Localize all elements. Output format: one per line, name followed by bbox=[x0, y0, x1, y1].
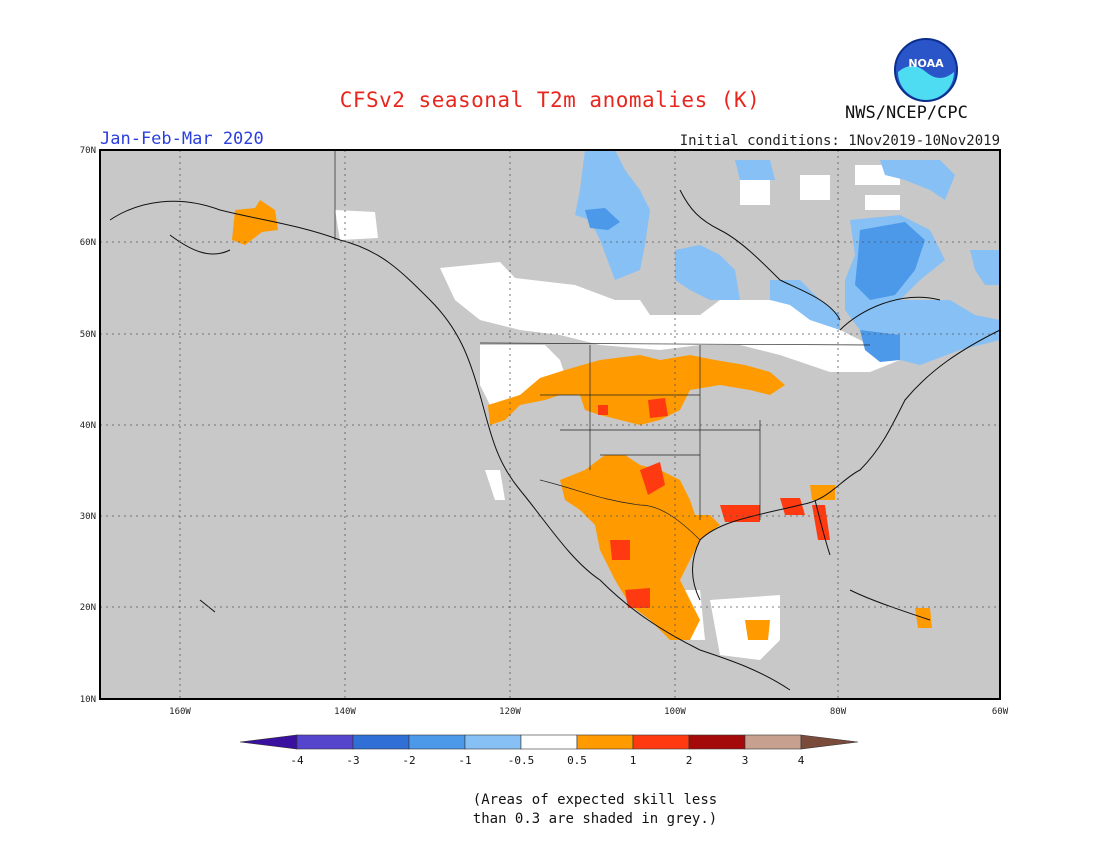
colorbar-label: 0.5 bbox=[567, 754, 587, 767]
lon-label: 100W bbox=[664, 707, 686, 717]
colorbar-arrow-low bbox=[239, 734, 298, 750]
colorbar: -4 -3 -2 -1 -0.5 0.5 1 2 3 4 bbox=[239, 734, 859, 767]
svg-text:NOAA: NOAA bbox=[908, 57, 944, 70]
below-normal-areas bbox=[575, 150, 1000, 365]
latitude-labels: 70N 60N 50N 40N 30N 20N 10N bbox=[80, 146, 96, 705]
lat-label: 10N bbox=[80, 695, 96, 705]
colorbar-label: 1 bbox=[630, 754, 637, 767]
above-normal-areas bbox=[232, 200, 932, 640]
colorbar-label: -4 bbox=[290, 754, 304, 767]
colorbar-swatch bbox=[408, 734, 466, 750]
colorbar-label: -1 bbox=[458, 754, 471, 767]
colorbar-label: 3 bbox=[742, 754, 749, 767]
footnote-line2: than 0.3 are shaded in grey.) bbox=[472, 811, 718, 827]
organization-label: NWS/NCEP/CPC bbox=[845, 103, 968, 123]
footnote-line1: (Areas of expected skill less bbox=[472, 792, 718, 808]
colorbar-swatch bbox=[744, 734, 802, 750]
lon-label: 160W bbox=[169, 707, 191, 717]
colorbar-label: -0.5 bbox=[508, 754, 535, 767]
colorbar-label: -2 bbox=[402, 754, 415, 767]
lat-label: 40N bbox=[80, 421, 96, 431]
colorbar-label: -3 bbox=[346, 754, 359, 767]
colorbar-swatch bbox=[576, 734, 634, 750]
lat-label: 20N bbox=[80, 603, 96, 613]
colorbar-arrow-high bbox=[800, 734, 859, 750]
graticule bbox=[100, 150, 1000, 699]
lon-label: 60W bbox=[992, 707, 1009, 717]
forecast-period: Jan-Feb-Mar 2020 bbox=[100, 129, 264, 149]
lon-label: 80W bbox=[830, 707, 847, 717]
colorbar-swatch bbox=[632, 734, 690, 750]
colorbar-swatch bbox=[352, 734, 410, 750]
colorbar-swatch bbox=[296, 734, 354, 750]
lat-label: 70N bbox=[80, 146, 96, 156]
colorbar-swatch bbox=[688, 734, 746, 750]
map-title: CFSv2 seasonal T2m anomalies (K) bbox=[339, 88, 761, 112]
initial-conditions: Initial conditions: 1Nov2019-10Nov2019 bbox=[679, 133, 1000, 149]
noaa-logo-icon: NOAA bbox=[894, 38, 958, 102]
colorbar-swatch bbox=[464, 734, 522, 750]
longitude-labels: 160W 140W 120W 100W 80W 60W bbox=[169, 707, 1009, 717]
colorbar-label: 4 bbox=[798, 754, 805, 767]
map-frame bbox=[99, 149, 1001, 700]
lat-label: 60N bbox=[80, 238, 96, 248]
colorbar-label: 2 bbox=[686, 754, 693, 767]
lon-label: 140W bbox=[334, 707, 356, 717]
map-background bbox=[100, 150, 1000, 699]
colorbar-swatch bbox=[520, 734, 578, 750]
lon-label: 120W bbox=[499, 707, 521, 717]
coastlines bbox=[109, 189, 1001, 691]
lat-label: 30N bbox=[80, 512, 96, 522]
lat-label: 50N bbox=[80, 330, 96, 340]
